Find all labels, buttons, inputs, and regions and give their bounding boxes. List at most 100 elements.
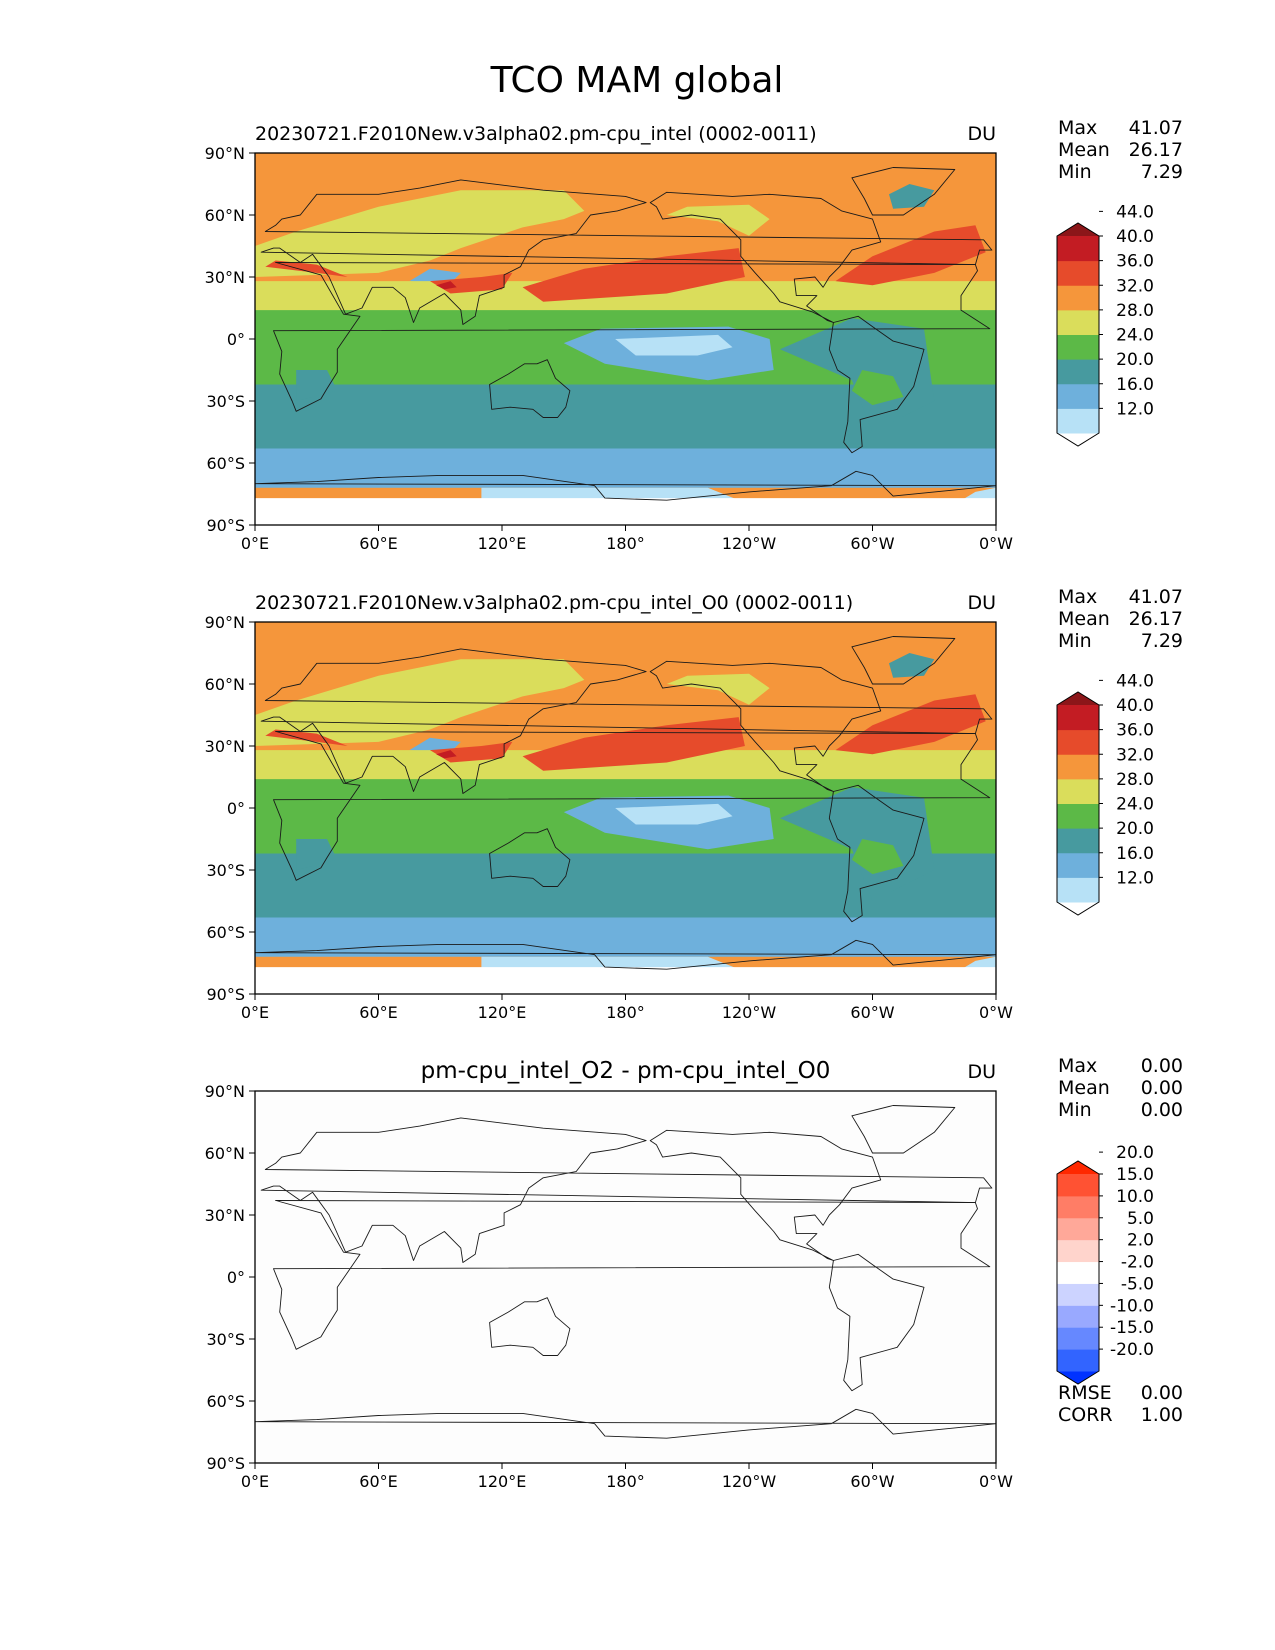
stat-label: Mean	[1058, 608, 1110, 630]
stat-label: Min	[1058, 630, 1092, 652]
coastline-samerica	[828, 784, 925, 923]
colorbar-label: -20.0	[1110, 1340, 1154, 1360]
contour-region	[522, 717, 745, 771]
panel-reference: 20230721.F2010New.v3alpha02.pm-cpu_intel…	[205, 586, 1183, 1022]
contour-region	[615, 334, 733, 356]
panel-units: DU	[967, 592, 996, 614]
x-tick-label: 60°E	[359, 534, 397, 553]
colorbar-label: -5.0	[1121, 1274, 1154, 1294]
coastline-australia	[489, 1297, 571, 1356]
contour-region	[409, 737, 461, 753]
colorbar-ext-bottom	[1057, 902, 1099, 915]
map-area: 90°N 60°N 30°N 0° 30°S 60°S 90°S0°E 60°E 120°E 18…	[205, 144, 1014, 553]
x-tick-label: 120°W	[722, 1003, 777, 1022]
colorbar-swatch	[1057, 852, 1099, 878]
panel-test: 20230721.F2010New.v3alpha02.pm-cpu_intel…	[205, 117, 1183, 553]
colorbar-swatch	[1057, 803, 1099, 829]
stat-label: Max	[1058, 1055, 1097, 1077]
colorbar-swatch	[1057, 877, 1099, 903]
stat-label: CORR	[1058, 1404, 1113, 1426]
colorbar-label: 40.0	[1116, 696, 1154, 716]
contour-region	[851, 370, 904, 406]
y-tick-label: 60°S	[206, 1392, 245, 1411]
x-tick-label: 0°E	[241, 534, 269, 553]
colorbar-swatch	[1057, 1217, 1099, 1241]
panel-title: pm-cpu_intel_O2 - pm-cpu_intel_O0	[421, 1058, 831, 1084]
stat-label: Mean	[1058, 1077, 1110, 1099]
stat-value: 41.07	[1129, 117, 1183, 139]
colorbar: -20.0-15.0-10.0-5.0-2.02.05.010.015.020.…	[1056, 1143, 1154, 1385]
stat-value: 0.00	[1141, 1055, 1183, 1077]
colorbar-ext-bottom	[1057, 1371, 1099, 1384]
contour-region	[265, 729, 348, 746]
contour-region	[296, 370, 338, 401]
coastline-eurasia	[260, 648, 993, 794]
stat-value: 7.29	[1141, 161, 1183, 183]
coastline-africa	[273, 731, 991, 881]
y-tick-label: 90°N	[205, 1082, 245, 1101]
coastline-eurasia	[260, 179, 993, 325]
colorbar-label: 44.0	[1116, 202, 1154, 222]
x-tick-label: 120°E	[478, 1003, 527, 1022]
colorbar-outline	[1056, 691, 1100, 916]
x-tick-label: 60°E	[359, 1003, 397, 1022]
y-tick-label: 30°S	[206, 861, 245, 880]
colorbar-label: 44.0	[1116, 671, 1154, 691]
stat-value: 0.00	[1141, 1099, 1183, 1121]
x-tick-label: 60°W	[850, 534, 894, 553]
colorbar-label: 2.0	[1127, 1231, 1154, 1251]
colorbar-swatch	[1057, 778, 1099, 804]
coastline-antarctica	[255, 470, 996, 501]
colorbar-label: 32.0	[1116, 745, 1154, 765]
panel-units: DU	[967, 1061, 996, 1083]
contour-region	[615, 803, 733, 825]
y-tick-label: 30°N	[205, 737, 245, 756]
coastline-samerica	[828, 315, 925, 454]
y-tick-label: 90°S	[206, 516, 245, 535]
colorbar-swatch	[1057, 309, 1099, 335]
stat-label: Min	[1058, 161, 1092, 183]
coastline-greenland	[851, 167, 956, 216]
stat-label: Max	[1058, 586, 1097, 608]
colorbar-label: 40.0	[1116, 227, 1154, 247]
stat-label: RMSE	[1058, 1382, 1112, 1404]
x-tick-label: 0°E	[241, 1472, 269, 1491]
colorbar-swatch	[1057, 1305, 1099, 1328]
x-tick-label: 60°W	[850, 1472, 894, 1491]
y-tick-label: 30°S	[206, 392, 245, 411]
y-tick-label: 90°S	[206, 985, 245, 1004]
coastline-greenland	[851, 1105, 956, 1154]
colorbar-outline	[1056, 1160, 1100, 1385]
colorbar-label: 5.0	[1127, 1209, 1154, 1229]
contour-region	[835, 694, 986, 755]
contour-region	[430, 272, 513, 294]
colorbar-label: 36.0	[1116, 252, 1154, 272]
colorbar-swatch	[1057, 828, 1099, 854]
contour-region	[889, 653, 935, 678]
stat-value: 7.29	[1141, 630, 1183, 652]
field-fill-polar	[255, 967, 996, 994]
colorbar-label: 20.0	[1116, 819, 1154, 839]
map-field	[255, 622, 996, 994]
contour-region	[265, 260, 348, 277]
colorbar-label: 16.0	[1116, 375, 1154, 395]
stat-value: 0.00	[1141, 1077, 1183, 1099]
colorbar-ext-top	[1057, 692, 1099, 705]
x-tick-label: 180°	[606, 534, 645, 553]
y-tick-label: 30°N	[205, 268, 245, 287]
colorbar-label: 12.0	[1116, 399, 1154, 419]
panel-difference: pm-cpu_intel_O2 - pm-cpu_intel_O0 DU 90°N 6…	[205, 1055, 1183, 1491]
colorbar-swatch	[1057, 408, 1099, 434]
y-tick-label: 60°N	[205, 206, 245, 225]
coastline-australia	[489, 828, 571, 887]
colorbar: 12.0 16.0 20.0 24.0 28.0 32.0 36.0 40.0 44.0	[1056, 202, 1154, 447]
x-tick-label: 60°W	[850, 1003, 894, 1022]
x-tick-label: 60°E	[359, 1472, 397, 1491]
y-tick-label: 90°N	[205, 613, 245, 632]
contour-region	[436, 281, 457, 290]
stat-value: 41.07	[1129, 586, 1183, 608]
colorbar-swatch	[1057, 359, 1099, 385]
y-tick-label: 0°	[227, 1268, 245, 1287]
colorbar-swatch	[1057, 236, 1099, 262]
contour-region	[436, 750, 457, 759]
